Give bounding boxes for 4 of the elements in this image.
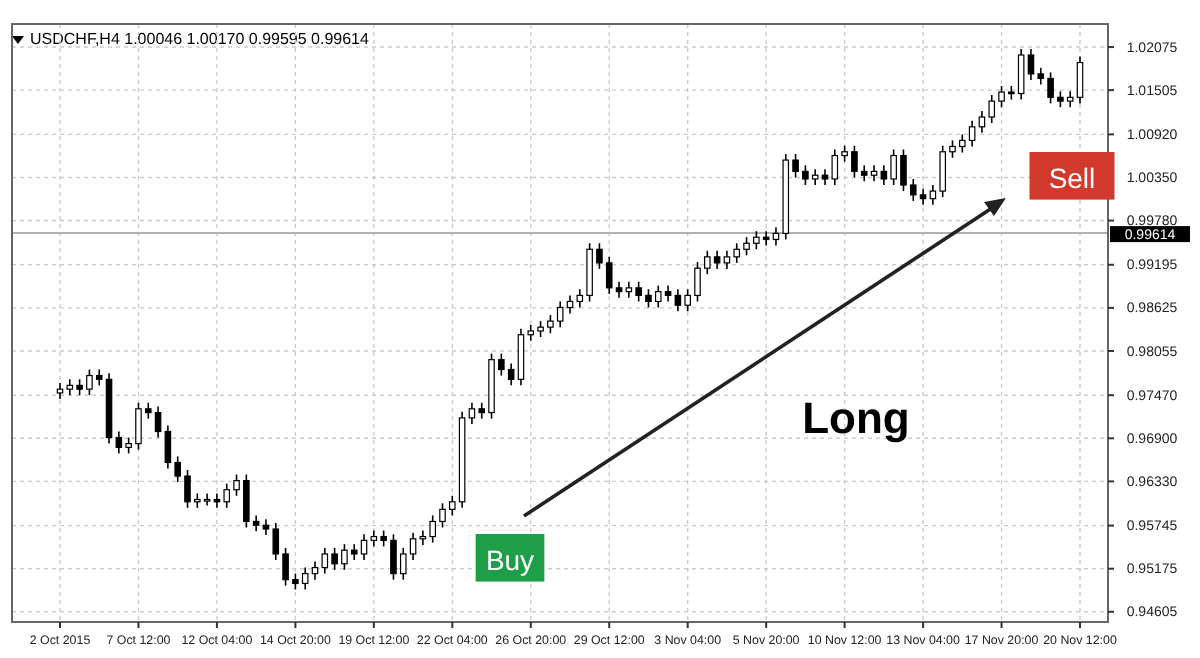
annotation: Sell: [1048, 162, 1096, 195]
chart-title: USDCHF,H4 1.00046 1.00170 0.99595 0.99614: [30, 30, 371, 48]
annotation: Long: [802, 393, 910, 444]
annotation: Buy: [485, 544, 535, 577]
